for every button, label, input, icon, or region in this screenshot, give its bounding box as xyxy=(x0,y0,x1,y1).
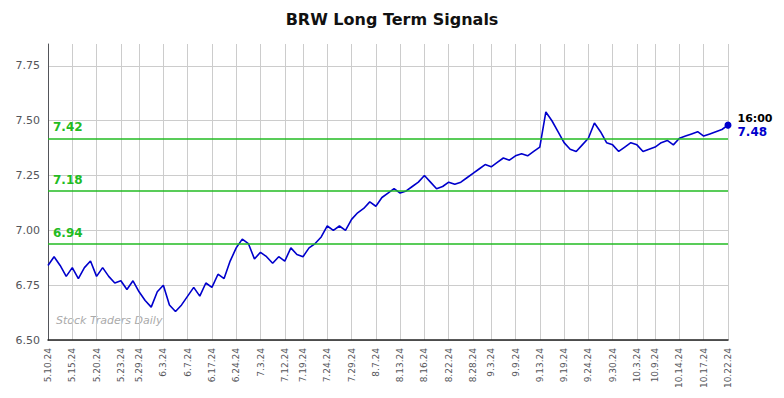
svg-text:10.14.24: 10.14.24 xyxy=(674,348,684,388)
svg-text:Stock Traders Daily: Stock Traders Daily xyxy=(56,314,163,327)
svg-text:6.7.24: 6.7.24 xyxy=(183,348,193,377)
svg-text:5.23.24: 5.23.24 xyxy=(116,348,126,383)
svg-text:5.20.24: 5.20.24 xyxy=(92,348,102,383)
svg-text:7.24.24: 7.24.24 xyxy=(322,348,332,383)
svg-text:9.19.24: 9.19.24 xyxy=(559,348,569,383)
svg-text:8.22.24: 8.22.24 xyxy=(444,348,454,383)
svg-text:8.28.24: 8.28.24 xyxy=(468,348,478,383)
svg-text:8.7.24: 8.7.24 xyxy=(371,348,381,377)
svg-text:7.18: 7.18 xyxy=(53,173,83,187)
svg-text:10.22.24: 10.22.24 xyxy=(723,348,733,388)
svg-text:10.17.24: 10.17.24 xyxy=(699,348,709,388)
svg-text:7.29.24: 7.29.24 xyxy=(347,348,357,383)
svg-text:10.3.24: 10.3.24 xyxy=(632,348,642,383)
svg-text:9.24.24: 9.24.24 xyxy=(583,348,593,383)
svg-text:7.3.24: 7.3.24 xyxy=(256,348,266,377)
svg-text:6.17.24: 6.17.24 xyxy=(207,348,217,383)
svg-text:6.94: 6.94 xyxy=(53,226,83,240)
svg-text:7.75: 7.75 xyxy=(16,59,41,72)
svg-text:5.15.24: 5.15.24 xyxy=(67,348,77,383)
svg-text:9.3.24: 9.3.24 xyxy=(486,348,496,377)
svg-text:9.9.24: 9.9.24 xyxy=(511,348,521,377)
svg-text:10.9.24: 10.9.24 xyxy=(650,348,660,383)
svg-text:6.75: 6.75 xyxy=(16,279,41,292)
svg-text:8.13.24: 8.13.24 xyxy=(395,348,405,383)
svg-text:7.50: 7.50 xyxy=(16,114,41,127)
svg-text:6.3.24: 6.3.24 xyxy=(158,348,168,377)
svg-text:7.12.24: 7.12.24 xyxy=(280,348,290,383)
svg-text:8.16.24: 8.16.24 xyxy=(419,348,429,383)
svg-text:7.19.24: 7.19.24 xyxy=(298,348,308,383)
svg-text:7.48: 7.48 xyxy=(738,125,768,139)
svg-text:9.30.24: 9.30.24 xyxy=(608,348,618,383)
svg-text:6.50: 6.50 xyxy=(16,334,41,347)
svg-text:9.13.24: 9.13.24 xyxy=(535,348,545,383)
svg-text:7.42: 7.42 xyxy=(53,120,83,134)
svg-text:6.24.24: 6.24.24 xyxy=(231,348,241,383)
svg-text:7.25: 7.25 xyxy=(16,169,41,182)
svg-text:16:00: 16:00 xyxy=(738,112,773,125)
svg-text:BRW Long Term Signals: BRW Long Term Signals xyxy=(286,10,499,29)
svg-text:5.29.24: 5.29.24 xyxy=(134,348,144,383)
svg-text:5.10.24: 5.10.24 xyxy=(43,348,53,383)
svg-text:7.00: 7.00 xyxy=(16,224,41,237)
